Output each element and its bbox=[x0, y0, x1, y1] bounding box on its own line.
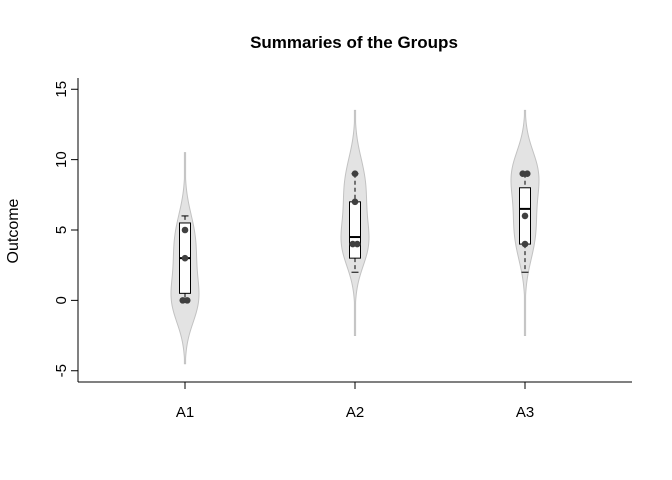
y-ticks: -5 0 5 10 15 bbox=[53, 81, 78, 377]
y-tick-label: 5 bbox=[53, 226, 70, 234]
chart-title: Summaries of the Groups bbox=[250, 33, 458, 52]
data-point-A3 bbox=[521, 212, 529, 220]
y-tick-label: 0 bbox=[53, 296, 70, 304]
data-point-A3 bbox=[521, 240, 529, 248]
data-point-A2 bbox=[351, 198, 359, 206]
x-tick-label: A3 bbox=[516, 404, 534, 421]
data-point-A2 bbox=[353, 240, 361, 248]
y-tick-label: 10 bbox=[53, 151, 70, 168]
data-point-A1 bbox=[181, 254, 189, 262]
y-tick-label: 15 bbox=[53, 81, 70, 98]
box-A2 bbox=[349, 201, 361, 259]
x-ticks: A1 A2 A3 bbox=[176, 382, 534, 421]
x-tick-label: A2 bbox=[346, 404, 364, 421]
y-tick-label: -5 bbox=[53, 364, 70, 377]
y-axis-label: Outcome bbox=[5, 198, 22, 263]
data-point-A2 bbox=[351, 170, 359, 178]
x-tick-label: A1 bbox=[176, 404, 194, 421]
data-point-A1 bbox=[183, 297, 191, 304]
data-point-A3 bbox=[523, 170, 531, 178]
data-point-A1 bbox=[181, 226, 189, 234]
points-layer bbox=[179, 170, 531, 304]
